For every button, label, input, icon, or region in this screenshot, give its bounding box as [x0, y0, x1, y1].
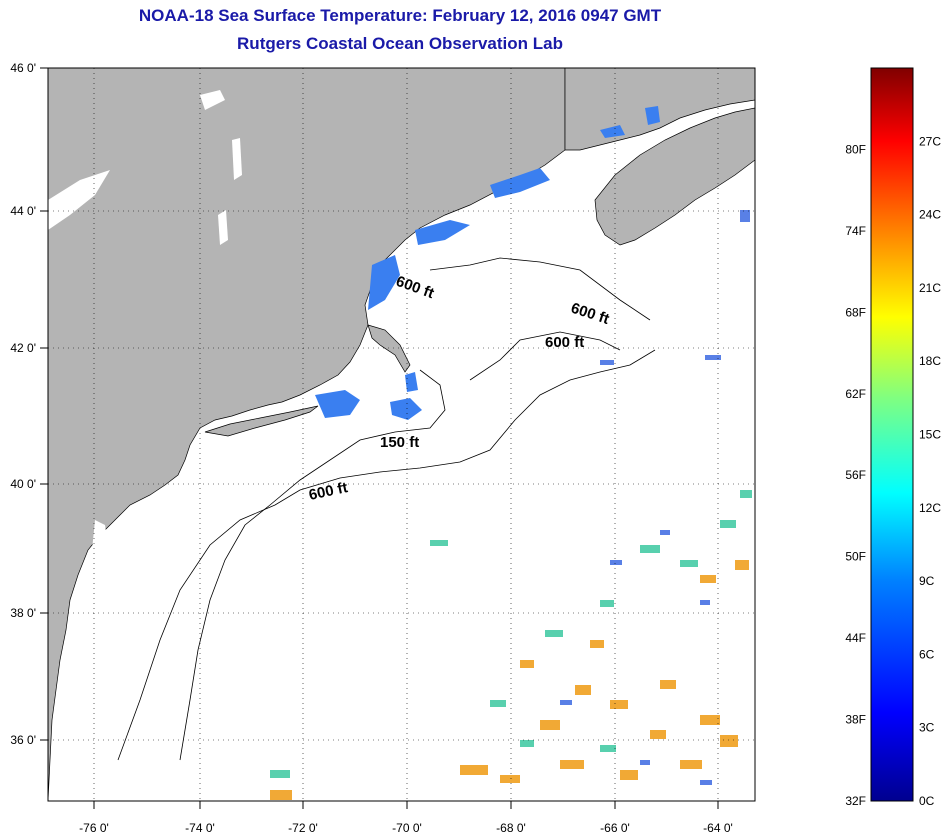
lon-tick-label: -76 0': [79, 821, 109, 835]
land-lake: [200, 90, 225, 110]
land-lake: [232, 138, 242, 180]
colorbar-celsius-labels: 27C 24C 21C 18C 15C 12C 9C 6C 3C 0C: [919, 134, 941, 808]
contour-label-150ft: 150 ft: [380, 434, 419, 451]
land-nova-scotia: [594, 107, 755, 246]
colorbar-label-fahrenheit: 68F: [845, 305, 866, 319]
contour-label-600ft-bank: 600 ft: [545, 334, 584, 351]
colorbar-label-celsius: 27C: [919, 134, 941, 148]
sst-offshore-cool-patch: [560, 210, 750, 785]
bathymetry-contours: [117, 257, 656, 761]
sst-patches: [270, 106, 752, 800]
contour-150ft: [179, 369, 446, 761]
lon-tick-label: -72 0': [288, 821, 318, 835]
colorbar-label-celsius: 3C: [919, 721, 935, 735]
colorbar-label-fahrenheit: 38F: [845, 713, 866, 727]
colorbar-label-celsius: 18C: [919, 354, 941, 368]
graticule: [48, 68, 755, 801]
colorbar-label-celsius: 0C: [919, 794, 935, 808]
contour-600ft-gulf: [429, 257, 651, 321]
colorbar-label-celsius: 12C: [919, 501, 941, 515]
colorbar-fahrenheit-labels: 80F 74F 68F 62F 56F 50F 44F 38F 32F: [845, 142, 866, 808]
lon-tick-label: -68 0': [496, 821, 526, 835]
lat-tick-label: 42 0': [10, 341, 36, 355]
frame-ticks: [40, 67, 719, 809]
lat-tick-label: 38 0': [10, 606, 36, 620]
lat-tick-label: 40 0': [10, 477, 36, 491]
lat-tick-label: 44 0': [10, 204, 36, 218]
lon-tick-label: -66 0': [600, 821, 630, 835]
lon-tick-label: -74 0': [185, 821, 215, 835]
contour-600ft-gulf-south: [469, 331, 621, 381]
colorbar-label-celsius: 24C: [919, 208, 941, 222]
land-lake: [218, 210, 228, 245]
land-mainland: [48, 68, 566, 801]
colorbar-label-fahrenheit: 32F: [845, 794, 866, 808]
land-lake: [48, 170, 110, 230]
map-frame: [47, 67, 756, 802]
map-title: NOAA-18 Sea Surface Temperature: Februar…: [138, 6, 662, 25]
land-chesapeake-bay: [92, 520, 120, 760]
sst-coastal-cold-patch: [315, 106, 660, 420]
colorbar-label-fahrenheit: 50F: [845, 550, 866, 564]
lon-tick-label: -70 0': [392, 821, 422, 835]
lat-tick-label: 46 0': [10, 61, 36, 75]
colorbar-label-fahrenheit: 44F: [845, 631, 866, 645]
contour-600ft: [117, 349, 656, 761]
colorbar-label-celsius: 21C: [919, 281, 941, 295]
map-subtitle: Rutgers Coastal Ocean Observation Lab: [237, 34, 563, 53]
lat-tick-label: 36 0': [10, 733, 36, 747]
colorbar-label-celsius: 6C: [919, 647, 935, 661]
sst-offshore-mid-patch: [270, 490, 752, 778]
land-cape-cod: [367, 324, 411, 373]
colorbar-label-fahrenheit: 62F: [845, 387, 866, 401]
land-long-island: [204, 405, 319, 437]
colorbar-label-celsius: 15C: [919, 428, 941, 442]
colorbar-label-fahrenheit: 56F: [845, 468, 866, 482]
lon-tick-label: -64 0': [703, 821, 733, 835]
colorbar-label-fahrenheit: 74F: [845, 224, 866, 238]
colorbar-label-fahrenheit: 80F: [845, 142, 866, 156]
colorbar-label-celsius: 9C: [919, 574, 935, 588]
sst-offshore-warm-patch: [270, 560, 749, 800]
colorbar: [870, 67, 914, 802]
